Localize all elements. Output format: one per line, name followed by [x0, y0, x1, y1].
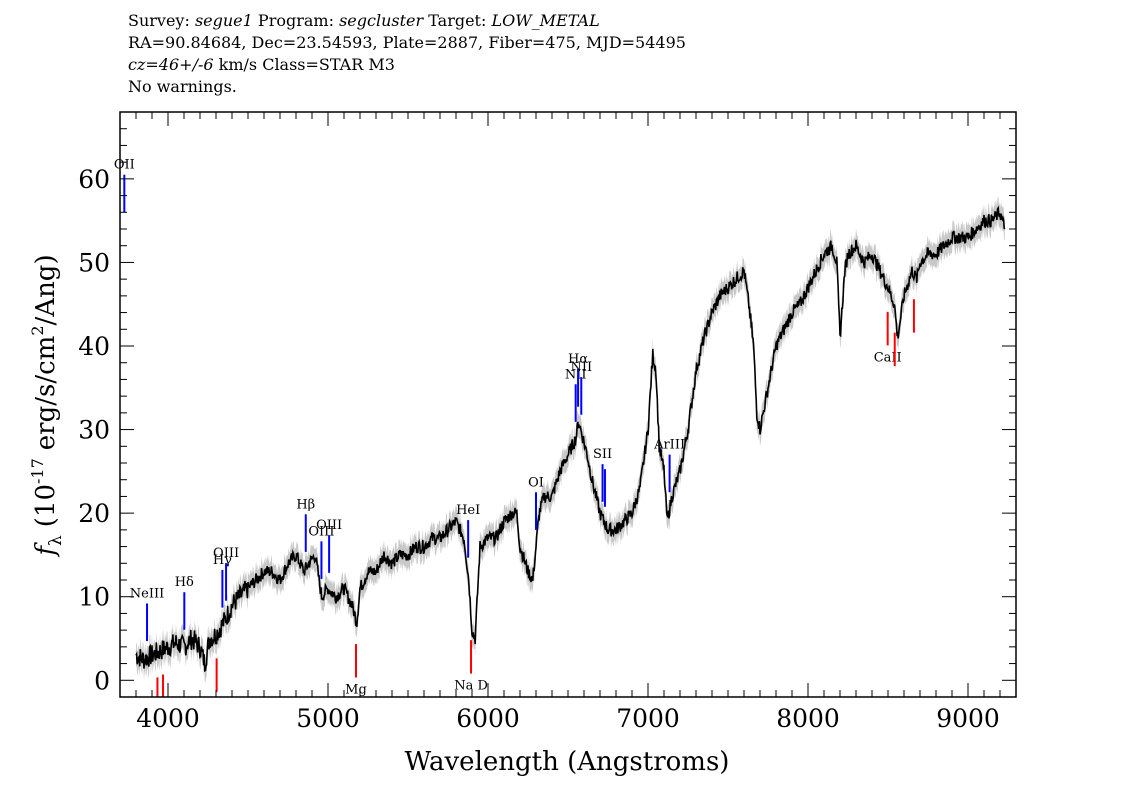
header-line-warnings: No warnings.: [128, 77, 237, 96]
y-tick-label: 0: [94, 666, 110, 695]
emission-line-label: OIII: [308, 524, 334, 539]
axes: 4000 5000 6000 7000 8000 9000 0 10 20 30 40 50 60: [78, 111, 1017, 733]
header-line-redshift: cz=46+/-6 km/s Class=STAR M3: [128, 55, 395, 74]
x-tick-label: 6000: [456, 704, 520, 733]
header-line-survey: Survey: segue1 Program: segcluster Targe…: [128, 11, 600, 30]
plot-frame: [119, 111, 1017, 698]
x-tick-label: 7000: [616, 704, 680, 733]
y-tick-label: 10: [78, 583, 110, 612]
emission-line-label: OII: [114, 158, 135, 173]
emission-line-label: Hα: [568, 352, 588, 367]
emission-line-label: OI: [528, 475, 544, 490]
y-tick-label: 40: [78, 332, 110, 361]
flux-line: [135, 205, 1006, 673]
x-tick-label: 4000: [136, 704, 200, 733]
error-band: [136, 196, 1005, 683]
x-tick-label: 5000: [296, 704, 360, 733]
emission-line-label: Hβ: [296, 497, 315, 512]
program-value: segcluster: [339, 11, 424, 30]
absorption-line-label: Mg: [345, 683, 367, 698]
header-line-coordinates: RA=90.84684, Dec=23.54593, Plate=2887, F…: [128, 33, 686, 52]
emission-line-label: NII: [570, 360, 592, 375]
error-band-area: [136, 196, 1005, 683]
spectrum-header: Survey: segue1 Program: segcluster Targe…: [128, 10, 686, 98]
x-axis-title: Wavelength (Angstroms): [405, 747, 730, 777]
flux-series: [135, 205, 1006, 673]
emission-line-label: HeI: [456, 503, 480, 518]
emission-line-label: Hδ: [175, 575, 194, 590]
absorption-line-label: CaII: [874, 350, 902, 365]
spectral-line-markers: OIINeIIIHδHγOIIIHβOIIIOIIIHeIOINIIHαNIIS…: [114, 158, 915, 698]
emission-line-label: Hγ: [213, 553, 232, 568]
y-tick-label: 50: [78, 248, 110, 277]
y-tick-label: 20: [78, 499, 110, 528]
emission-line-label: SII: [593, 447, 612, 462]
survey-value: segue1: [194, 11, 253, 30]
emission-line-label: OIII: [213, 546, 239, 561]
x-tick-label: 8000: [776, 704, 840, 733]
emission-line-label: OIII: [316, 518, 342, 533]
target-value: LOW_METAL: [491, 11, 600, 30]
y-tick-label: 30: [78, 416, 110, 445]
y-axis-title: fλ(10-17erg/s/cm2/Ang): [28, 254, 66, 557]
y-tick-label: 60: [78, 165, 110, 194]
cz-value: cz=46+/-6: [128, 55, 214, 74]
x-tick-label: 9000: [936, 704, 1000, 733]
emission-line-label: NeIII: [130, 586, 164, 601]
emission-line-label: ArIII: [653, 438, 685, 453]
absorption-line-label: Na D: [454, 679, 488, 694]
